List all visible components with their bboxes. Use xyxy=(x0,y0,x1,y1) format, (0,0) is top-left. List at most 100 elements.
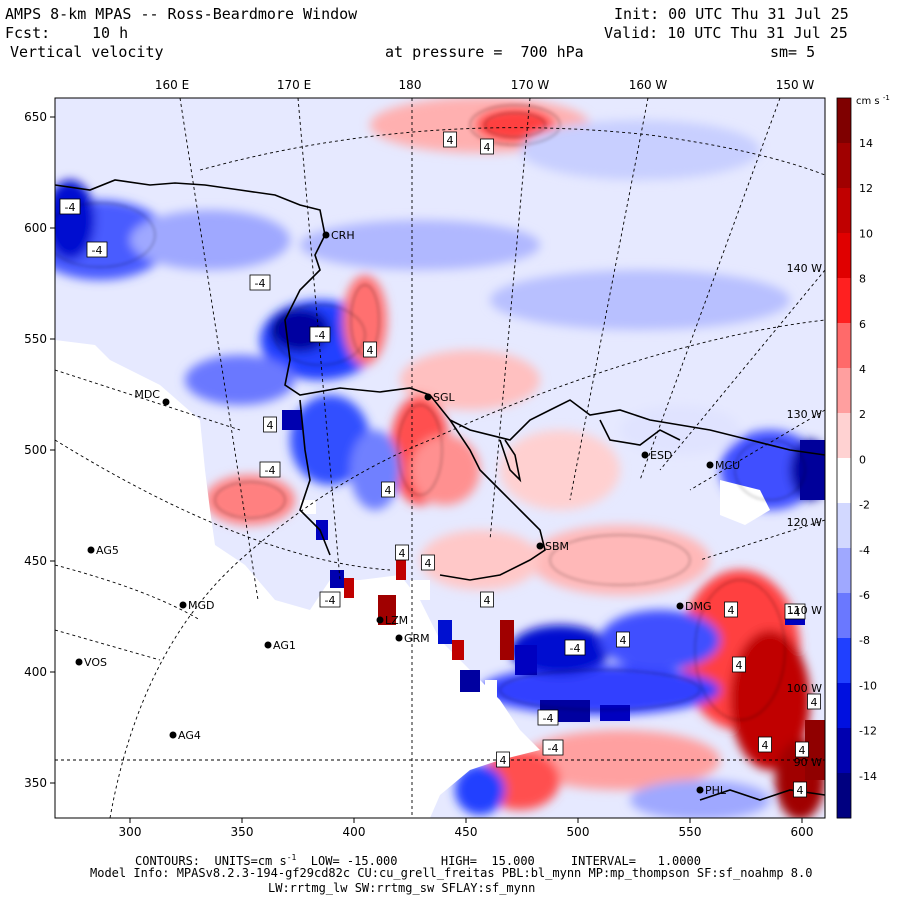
contour-label-box xyxy=(363,341,377,358)
contour-label-box xyxy=(263,416,277,433)
station-marker xyxy=(169,731,177,739)
colorbar-segment xyxy=(837,773,851,819)
right-lon-label: 100 W xyxy=(787,682,822,695)
station-label: AG4 xyxy=(178,729,201,742)
top-lon-label: 150 W xyxy=(776,78,815,92)
contour-labels-layer: 4 4 -4 -4 -4 -4 4 4 4 4 4 4 -4 4 4 -4 -4 4 4 4 4 4 4 -4 -4 -4 xyxy=(59,131,821,798)
colorbar-label: 12 xyxy=(859,182,873,195)
contour-label-box xyxy=(795,741,809,758)
colorbar-segment xyxy=(837,503,851,549)
contour-label: 4 xyxy=(797,784,804,797)
y-tick-label: 400 xyxy=(24,665,47,679)
colorbar-label: 6 xyxy=(859,318,866,331)
x-tick-label: 600 xyxy=(791,825,814,839)
station-marker xyxy=(641,451,649,459)
colorbar-segment xyxy=(837,368,851,414)
contour-label: -4 xyxy=(790,606,801,619)
right-lon-label: 130 W xyxy=(787,408,822,421)
model-info: Model Info: MPASv8.2.3-194-gf29cd82c CU:… xyxy=(90,866,813,880)
contour-label: -4 xyxy=(65,201,76,214)
contour-label-box xyxy=(564,639,586,656)
contour-label: 4 xyxy=(620,634,627,647)
contour-label: 4 xyxy=(367,344,374,357)
y-tick-label: 350 xyxy=(24,776,47,790)
station-marker xyxy=(706,461,714,469)
colorbar-label: -2 xyxy=(859,499,870,512)
contour-label: -4 xyxy=(570,642,581,655)
init-time: Init: 00 UTC Thu 31 Jul 25 xyxy=(614,5,849,23)
plot-title: AMPS 8-km MPAS -- Ross-Beardmore Window xyxy=(5,5,358,23)
contour-label-box xyxy=(249,274,271,291)
colorbar-segment xyxy=(837,323,851,369)
contour-label: -4 xyxy=(548,742,559,755)
contour-label: -4 xyxy=(325,594,336,607)
contour-label: 4 xyxy=(399,547,406,560)
top-lon-label: 170 E xyxy=(277,78,311,92)
contour-label-box xyxy=(480,138,494,155)
colorbar-segment xyxy=(837,548,851,594)
contour-label-box xyxy=(616,631,630,648)
contour-label: 4 xyxy=(425,557,432,570)
colorbar-label: -6 xyxy=(859,589,870,602)
contour-label: 4 xyxy=(736,659,743,672)
station-label: PHL xyxy=(705,784,727,797)
right-lon-label: 120 W xyxy=(787,516,822,529)
colorbar-label: -4 xyxy=(859,544,870,557)
station-label: SBM xyxy=(545,540,569,553)
colorbar-label: 14 xyxy=(859,137,873,150)
station-marker xyxy=(162,398,170,406)
colorbar-label: 8 xyxy=(859,273,866,286)
valid-time: Valid: 10 UTC Thu 31 Jul 25 xyxy=(604,24,848,42)
colorbar-segment xyxy=(837,638,851,684)
contour-label: 4 xyxy=(728,604,735,617)
pressure-level: at pressure = 700 hPa xyxy=(385,43,584,61)
colorbar-label: 2 xyxy=(859,408,866,421)
contour-label-box xyxy=(732,656,746,673)
x-tick-label: 300 xyxy=(119,825,142,839)
station-marker xyxy=(696,786,704,794)
station-marker xyxy=(395,634,403,642)
contour-label-box xyxy=(395,544,409,561)
colorbar-label: -10 xyxy=(859,679,877,692)
contour-label-box xyxy=(480,591,494,608)
contour-lines xyxy=(55,104,806,721)
station-label: GRM xyxy=(404,632,430,645)
y-tick-label: 450 xyxy=(24,554,47,568)
plot-frame xyxy=(54,97,826,819)
station-label: SGL xyxy=(433,391,456,404)
right-lon-label: 110 W xyxy=(787,604,822,617)
colorbar-unit: cm s -1 xyxy=(856,94,890,107)
right-lon-label: 140 W xyxy=(787,262,822,275)
colorbar-segment xyxy=(837,278,851,324)
colorbar-label: 10 xyxy=(859,227,873,240)
contour-label: 4 xyxy=(447,134,454,147)
contour-label: 4 xyxy=(762,739,769,752)
right-lon-label: 90 W xyxy=(794,756,822,769)
station-label: MDC xyxy=(134,388,160,401)
contour-label-box xyxy=(319,591,341,608)
colorbar-label: -12 xyxy=(859,725,877,738)
contour-label: -4 xyxy=(315,329,326,342)
map-field xyxy=(55,98,825,818)
contour-label: -4 xyxy=(92,244,103,257)
station-label: VOS xyxy=(84,656,107,669)
contour-label: 4 xyxy=(484,141,491,154)
colorbar-segment xyxy=(837,413,851,459)
y-tick-label: 650 xyxy=(24,110,47,124)
stations-layer: MDC AG5 MGD AG1 VOS AG4 GRM SBM CRH SGL ESD MCU DMG P… xyxy=(75,229,740,797)
x-tick-label: 550 xyxy=(679,825,702,839)
colorbar-segment xyxy=(837,143,851,189)
contour-label-box xyxy=(807,693,821,710)
station-label: MGD xyxy=(188,599,215,612)
station-label: LZM xyxy=(385,614,408,627)
x-tick-label: 500 xyxy=(567,825,590,839)
colorbar-label: -14 xyxy=(859,770,877,783)
contour-label: 4 xyxy=(267,419,274,432)
forecast-label: Fcst: xyxy=(5,24,51,42)
x-tick-label: 350 xyxy=(231,825,254,839)
x-tick-label: 400 xyxy=(343,825,366,839)
top-lon-label: 160 W xyxy=(629,78,668,92)
contour-label: -4 xyxy=(255,277,266,290)
colorbar-segment xyxy=(837,98,851,144)
